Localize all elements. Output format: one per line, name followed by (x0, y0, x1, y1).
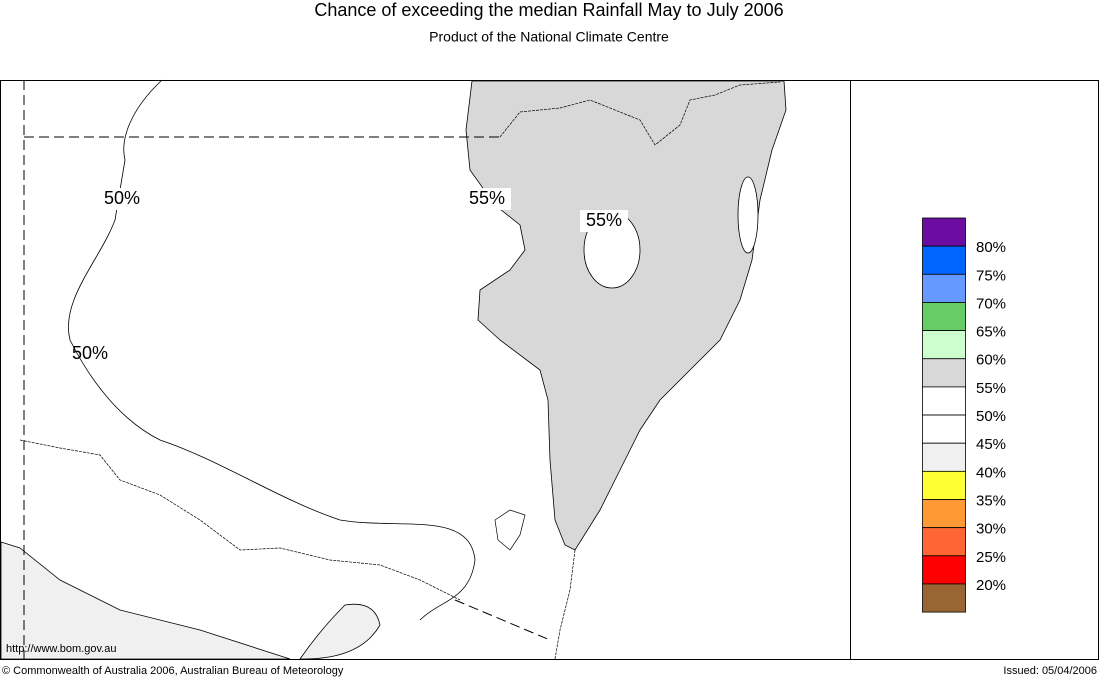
url: http://www.bom.gov.au (6, 643, 116, 655)
region-45 (0, 541, 291, 660)
label-bg (98, 188, 146, 210)
label-bg (463, 188, 511, 210)
legend-label: 40% (976, 464, 1006, 481)
legend-swatch (922, 273, 966, 303)
legend-swatch (922, 583, 966, 613)
legend-swatch (922, 330, 966, 360)
legend-label: 80% (976, 239, 1006, 256)
island (494, 509, 526, 551)
legend-label: 60% (976, 352, 1006, 369)
legend-swatch (922, 442, 966, 472)
legend-label: 45% (976, 436, 1006, 453)
legend-swatch (922, 414, 966, 444)
legend-label: 20% (976, 577, 1006, 594)
contour-label: 50% (104, 188, 140, 208)
legend-swatch (922, 527, 966, 557)
label-bg (580, 210, 628, 232)
legend-swatch (922, 555, 966, 585)
legend-label: 50% (976, 408, 1006, 425)
legend-label: 70% (976, 295, 1006, 312)
legend: 80% 75% 70% 65% 60% 55% 50% 45% 40% 35% 30% 25% 20% (922, 217, 1006, 613)
copyright: © Commonwealth of Australia 2006, Austra… (2, 665, 344, 677)
map: 50% 55% 55% 50% (0, 79, 787, 660)
subtitle: Product of the National Climate Centre (429, 29, 669, 45)
contour-label: 55% (469, 188, 505, 208)
issued: Issued: 05/04/2006 (1003, 665, 1097, 677)
legend-label: 25% (976, 549, 1006, 566)
legend-label: 35% (976, 492, 1006, 509)
legend-swatch (922, 358, 966, 388)
legend-label: 55% (976, 380, 1006, 397)
contour-50 (68, 79, 476, 621)
legend-swatch (922, 245, 966, 275)
coastline (19, 81, 781, 660)
legend-swatch (922, 470, 966, 500)
contour-label: 50% (72, 343, 108, 363)
state-border (23, 80, 551, 659)
contour-label: 55% (586, 210, 622, 230)
legend-label: 75% (976, 267, 1006, 284)
region-hole (737, 176, 759, 254)
legend-swatch (922, 217, 966, 247)
legend-swatch (922, 302, 966, 332)
legend-label: 65% (976, 324, 1006, 341)
legend-swatch (922, 499, 966, 529)
title: Chance of exceeding the median Rainfall … (314, 0, 783, 20)
legend-label: 30% (976, 521, 1006, 538)
region-45 (299, 603, 381, 660)
legend-swatch (922, 386, 966, 416)
